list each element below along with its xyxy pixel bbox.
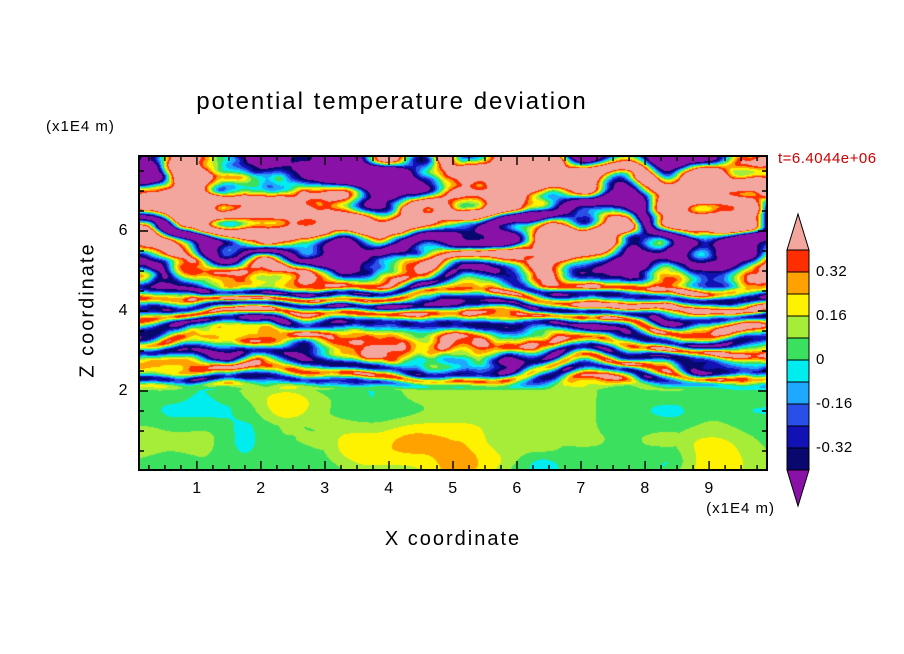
plot-title: potential temperature deviation xyxy=(196,88,588,115)
colorbar-segment xyxy=(786,271,810,295)
x-tick-label: 7 xyxy=(576,480,586,497)
x-tick-label: 9 xyxy=(704,480,714,497)
colorbar-tick-label: 0 xyxy=(816,351,825,368)
y-tick-label: 4 xyxy=(118,302,128,319)
colorbar-segment xyxy=(786,315,810,339)
colorbar xyxy=(786,212,810,508)
y-tick-label: 2 xyxy=(118,382,128,399)
x-tick-label: 4 xyxy=(384,480,394,497)
x-tick-label: 5 xyxy=(448,480,458,497)
x-axis-unit-label: (x1E4 m) xyxy=(706,500,775,517)
colorbar-tick-label: -0.16 xyxy=(816,395,853,412)
x-axis-label: X coordinate xyxy=(384,528,522,550)
colorbar-arrow-bottom xyxy=(786,469,810,508)
y-axis-unit-label: (x1E4 m) xyxy=(46,118,115,135)
colorbar-tick-label: 0.32 xyxy=(816,263,848,280)
colorbar-segment xyxy=(786,381,810,405)
colorbar-segment xyxy=(786,293,810,317)
colorbar-arrow-top xyxy=(786,212,810,251)
timestamp-label: t=6.4044e+06 xyxy=(778,150,877,167)
x-tick-label: 8 xyxy=(640,480,650,497)
y-tick-label: 6 xyxy=(118,222,128,239)
y-axis-label: Z coordinate xyxy=(76,242,99,378)
colorbar-tick-label: -0.32 xyxy=(816,439,853,456)
colorbar-tick-label: 0.16 xyxy=(816,307,848,324)
x-tick-label: 3 xyxy=(320,480,330,497)
x-tick-label: 6 xyxy=(512,480,522,497)
colorbar-segment xyxy=(786,447,810,471)
colorbar-segment xyxy=(786,249,810,273)
colorbar-segment xyxy=(786,403,810,427)
contour-plot-canvas xyxy=(138,155,768,471)
x-tick-label: 1 xyxy=(192,480,202,497)
colorbar-segment xyxy=(786,337,810,361)
colorbar-segment xyxy=(786,425,810,449)
colorbar-segment xyxy=(786,359,810,383)
x-tick-label: 2 xyxy=(256,480,266,497)
